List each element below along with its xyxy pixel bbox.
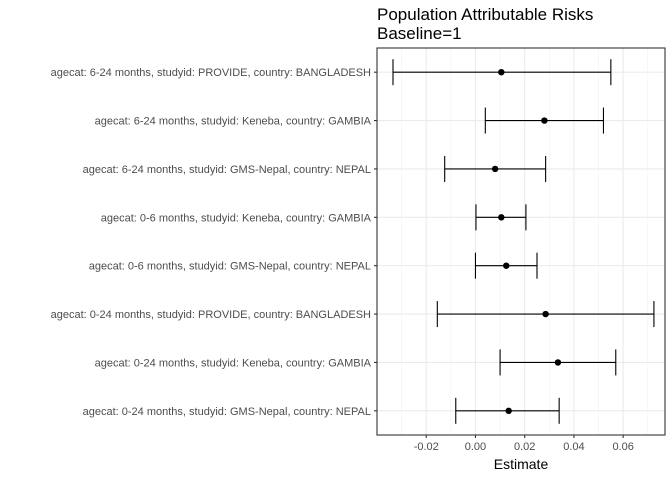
estimate-point (554, 359, 562, 366)
estimate-point (491, 165, 499, 173)
estimate-point (503, 262, 510, 269)
estimate-row (499, 349, 617, 376)
x-tick-label: 0.00 (465, 441, 486, 453)
estimate-row (392, 59, 612, 86)
estimate-row (444, 155, 547, 182)
estimate-row (455, 397, 560, 424)
x-tick-label: 0.04 (563, 441, 584, 453)
estimate-row (474, 252, 538, 279)
x-axis-title: Estimate (494, 456, 549, 472)
y-tick-label: agecat: 0-6 months, studyid: Keneba, cou… (101, 212, 372, 224)
panel-background (377, 48, 665, 435)
y-tick-label: agecat: 0-24 months, studyid: Keneba, co… (95, 357, 372, 369)
chart-title: Population Attributable Risks (377, 5, 593, 24)
y-tick-label: agecat: 6-24 months, studyid: PROVIDE, c… (51, 67, 371, 79)
estimate-point (498, 214, 505, 221)
x-tick-label: 0.02 (514, 441, 535, 453)
estimate-point (541, 117, 548, 124)
plot-marks (392, 59, 655, 424)
y-tick-label: agecat: 6-24 months, studyid: GMS-Nepal,… (83, 164, 371, 176)
axes: agecat: 6-24 months, studyid: PROVIDE, c… (51, 47, 666, 453)
chart-subtitle: Baseline=1 (377, 24, 462, 43)
estimate-point (498, 68, 505, 76)
estimate-point (542, 310, 549, 318)
estimate-row (436, 301, 655, 328)
estimate-row (475, 204, 527, 231)
y-tick-label: agecat: 0-24 months, studyid: PROVIDE, c… (51, 309, 371, 321)
plot-panel (377, 48, 665, 435)
x-tick-label: -0.02 (414, 441, 439, 453)
y-tick-label: agecat: 0-6 months, studyid: GMS-Nepal, … (89, 261, 371, 273)
estimate-point (505, 407, 512, 415)
estimate-row (484, 107, 605, 134)
x-tick-label: 0.06 (612, 441, 633, 453)
panel-border (376, 47, 666, 436)
y-tick-label: agecat: 6-24 months, studyid: Keneba, co… (95, 116, 372, 128)
y-tick-label: agecat: 0-24 months, studyid: GMS-Nepal,… (83, 406, 371, 418)
